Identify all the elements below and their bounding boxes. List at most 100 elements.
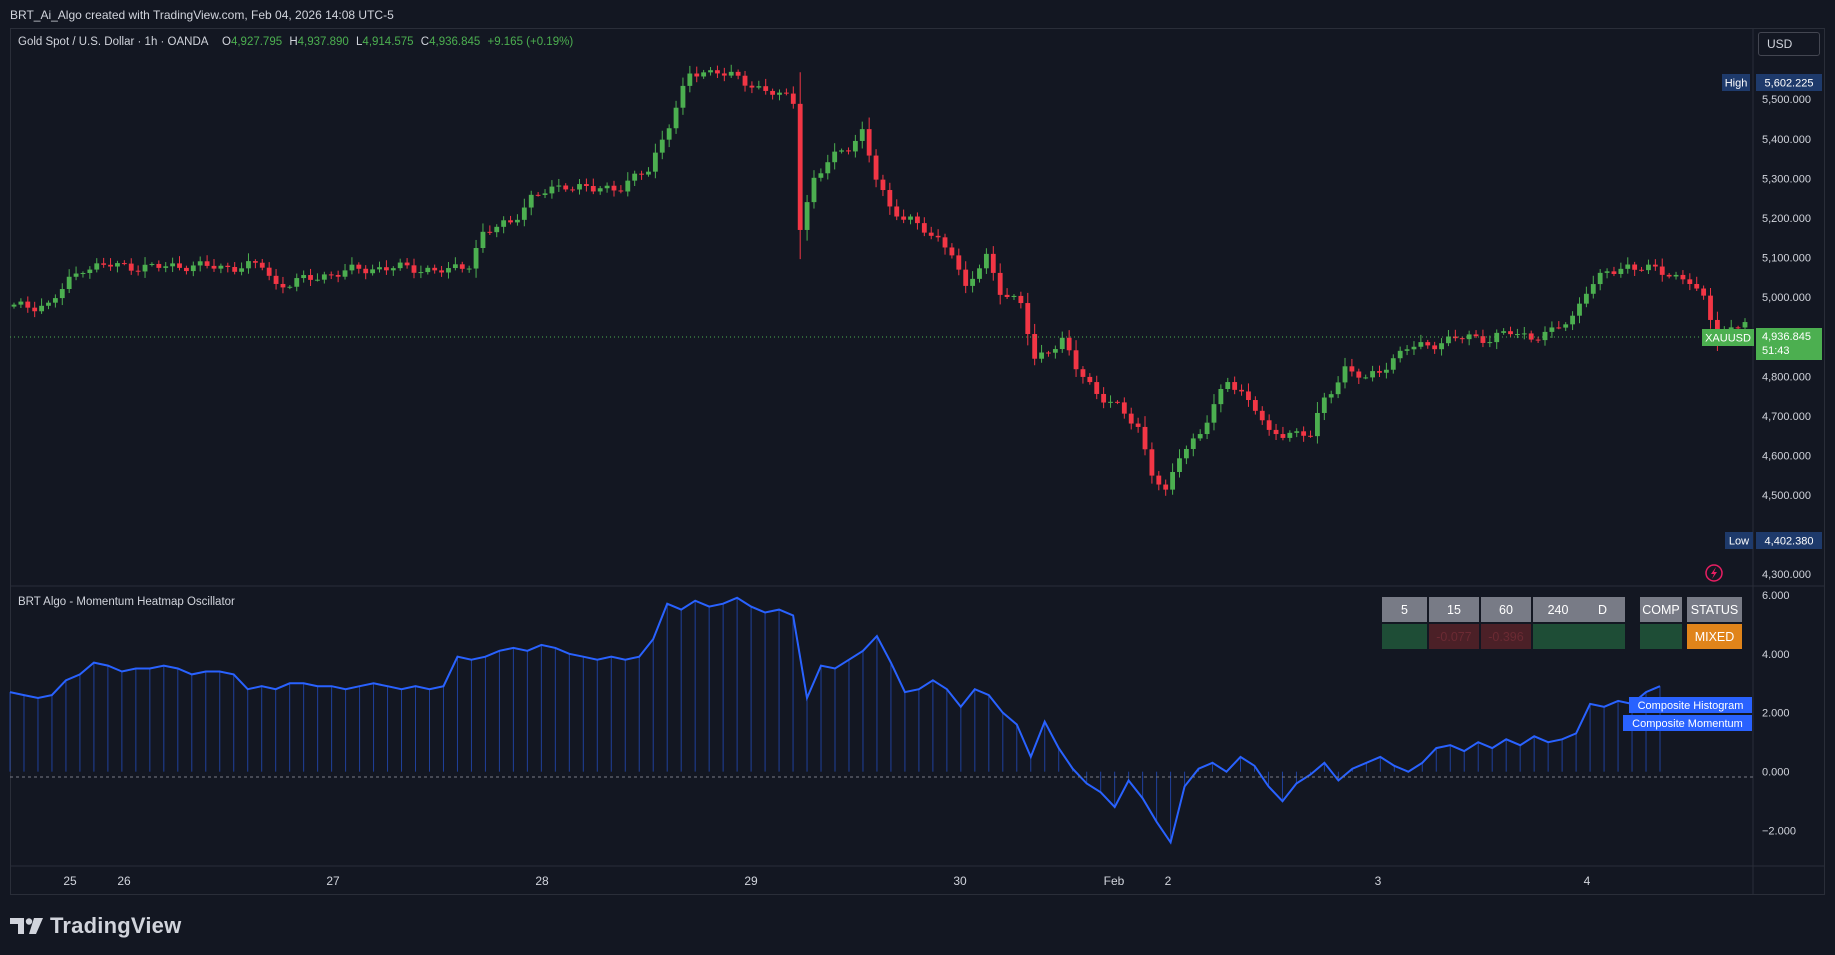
candle — [273, 269, 279, 290]
ohlc-readout: O4,927.795 H4,937.890 L4,914.575 C4,936.… — [222, 36, 573, 48]
candle — [425, 265, 431, 275]
candle — [1039, 344, 1044, 363]
close-label: C — [421, 36, 429, 48]
lightning-icon[interactable] — [1705, 564, 1723, 582]
candle — [1273, 423, 1279, 441]
price-tick: 4,800.000 — [1762, 371, 1811, 383]
candle — [570, 186, 576, 193]
candle — [177, 256, 182, 271]
candle — [1052, 345, 1058, 359]
candle — [1156, 471, 1162, 491]
high-badge-value: 5,602.225 — [1765, 78, 1814, 90]
composite-histogram — [9, 597, 1661, 843]
candle — [87, 266, 93, 279]
candle — [1232, 376, 1238, 395]
candle — [901, 209, 907, 224]
candle — [1446, 329, 1451, 347]
candle — [1583, 286, 1589, 308]
candle — [970, 271, 976, 293]
candle — [101, 257, 107, 268]
candle — [1183, 445, 1189, 465]
candle — [887, 182, 893, 215]
candle — [1687, 273, 1693, 291]
indicator-title[interactable]: BRT Algo - Momentum Heatmap Oscillator — [18, 596, 235, 608]
candle — [1211, 394, 1217, 431]
candle — [1059, 331, 1065, 353]
candle — [135, 265, 141, 276]
attribution-bar: BRT_Ai_Algo created with TradingView.com… — [0, 0, 1835, 28]
price-tick: 5,000.000 — [1762, 292, 1811, 304]
candle — [418, 265, 424, 279]
candle — [611, 180, 617, 197]
candle — [390, 266, 396, 276]
price-axis[interactable]: 5,500.000 5,400.000 5,300.000 5,200.000 5,10… — [1762, 94, 1811, 581]
candle — [321, 271, 327, 284]
low-badge-label: Low — [1729, 536, 1749, 548]
candle — [1025, 292, 1031, 346]
candle — [597, 186, 603, 195]
chart-frame[interactable] — [10, 28, 1825, 895]
candle — [563, 183, 569, 192]
candle — [1032, 323, 1038, 366]
price-tick: 4,500.000 — [1762, 490, 1811, 502]
candle — [756, 80, 762, 90]
table-header-label: D — [1598, 603, 1607, 617]
table-value-label: -0.396 — [1488, 630, 1523, 644]
open-value: 4,927.795 — [231, 36, 282, 48]
candle — [908, 214, 913, 225]
time-tick: 4 — [1584, 874, 1591, 888]
table-value-cell: -0.396 — [1481, 624, 1531, 649]
oscillator-tick: 4.000 — [1762, 649, 1790, 661]
candle — [949, 243, 955, 259]
currency-button[interactable]: USD — [1758, 32, 1820, 56]
candle — [32, 301, 38, 318]
candle — [218, 263, 224, 274]
time-axis[interactable]: 25 26 27 28 29 30 Feb 2 3 4 — [63, 874, 1590, 888]
table-header-label: 5 — [1401, 603, 1408, 617]
candle — [349, 257, 355, 275]
symbol-title[interactable]: Gold Spot / U.S. Dollar · 1h · OANDA — [18, 36, 209, 48]
candle — [487, 225, 493, 236]
candle — [652, 143, 658, 179]
candle — [921, 217, 927, 237]
candle — [673, 100, 679, 134]
oscillator-axis[interactable]: 6.000 4.000 2.000 0.000 −2.000 — [1762, 590, 1796, 838]
candle — [1301, 426, 1307, 442]
candle — [266, 262, 272, 281]
candle — [963, 261, 969, 294]
candle — [1004, 288, 1010, 300]
legend-composite-momentum: Composite Momentum — [1632, 718, 1743, 730]
candle — [839, 148, 844, 154]
heatmap-table: 5 15 -0.077 60 -0.396 240 D COMP STATUS MIXED — [1382, 597, 1742, 649]
candle — [1473, 330, 1479, 339]
candle — [1397, 346, 1403, 363]
low-value: 4,914.575 — [362, 36, 413, 48]
candle — [1625, 257, 1631, 274]
candle — [66, 269, 72, 294]
candle — [1363, 374, 1369, 380]
time-tick: 28 — [535, 874, 549, 888]
candle — [183, 265, 189, 275]
low-badge: Low 4,402.380 — [1725, 532, 1822, 549]
candle — [480, 223, 486, 253]
table-header-cell: D — [1580, 597, 1625, 622]
candle — [128, 258, 134, 275]
candle — [790, 86, 796, 109]
candle — [1652, 259, 1658, 271]
candle — [1694, 276, 1700, 292]
candle — [1170, 463, 1176, 495]
price-tick: 5,100.000 — [1762, 253, 1811, 265]
tradingview-logo-icon — [10, 918, 43, 934]
candle — [142, 257, 148, 278]
candle — [1556, 321, 1562, 330]
price-tick: 5,300.000 — [1762, 173, 1811, 185]
candle — [1246, 383, 1251, 407]
candle — [73, 266, 79, 281]
last-price-value: 4,936.845 — [1762, 331, 1811, 343]
candle — [404, 258, 410, 269]
candle — [1611, 266, 1617, 277]
tradingview-logo[interactable]: TradingView — [10, 913, 181, 939]
attribution-text: BRT_Ai_Algo created with TradingView.com… — [10, 8, 394, 22]
table-value-label: -0.077 — [1436, 630, 1471, 644]
